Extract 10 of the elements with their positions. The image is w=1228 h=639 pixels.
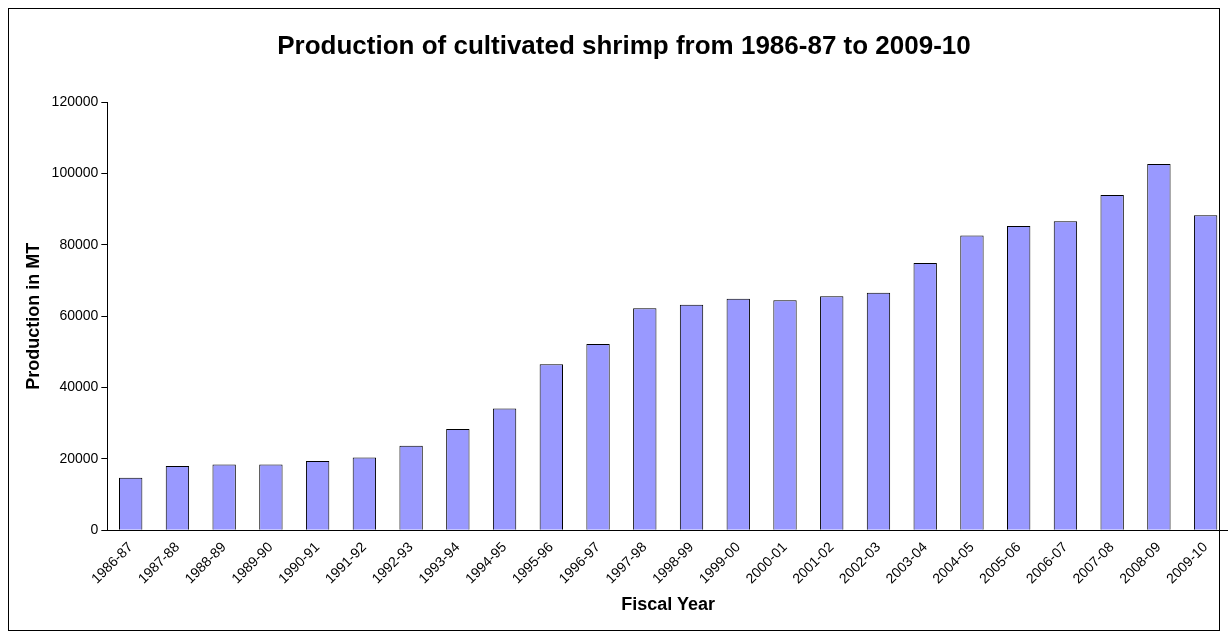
x-axis-title: Fiscal Year xyxy=(621,594,716,615)
y-tick-label: 100000 xyxy=(51,164,99,181)
chart-title: Production of cultivated shrimp from 1986-87 to 2009-10 xyxy=(277,29,971,60)
y-tick-label: 0 xyxy=(90,521,99,538)
y-tick-label: 40000 xyxy=(59,378,99,395)
y-tick-label: 80000 xyxy=(59,235,99,252)
y-tick-label: 20000 xyxy=(59,449,99,466)
y-axis-title: Production in MT xyxy=(22,242,43,390)
y-tick-label: 120000 xyxy=(51,93,99,110)
y-tick-label: 60000 xyxy=(59,307,99,324)
